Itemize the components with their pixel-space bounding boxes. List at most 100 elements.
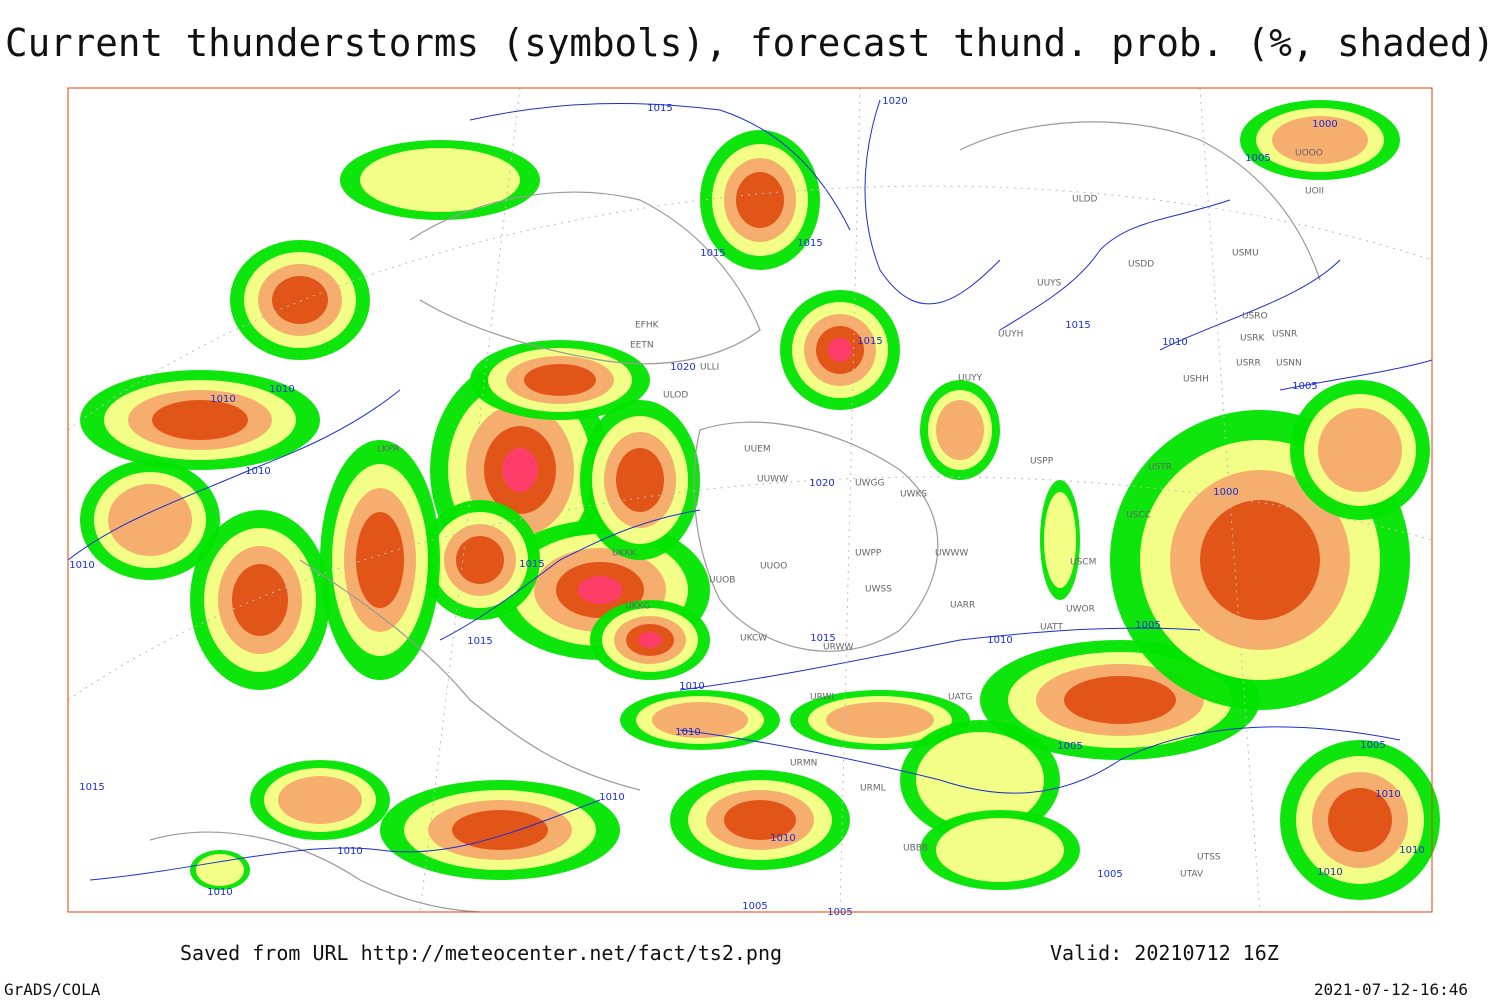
- station-label: UUYS: [1037, 279, 1062, 289]
- isobar-label: 1005: [1135, 620, 1160, 631]
- title: Current thunderstorms (symbols), forecas…: [5, 21, 1495, 65]
- station-label: EETN: [630, 341, 654, 351]
- isobar-label: 1010: [245, 466, 270, 477]
- prob-shade: [456, 536, 504, 584]
- isobar-label: 1010: [770, 833, 795, 844]
- prob-shade: [936, 818, 1064, 882]
- station-label: URWW: [823, 643, 853, 653]
- station-label: UWWW: [935, 549, 968, 559]
- station-label: EFHK: [635, 321, 660, 331]
- isobar-label: 1015: [519, 559, 544, 570]
- prob-shade: [272, 276, 328, 324]
- station-label: USPP: [1030, 457, 1054, 467]
- isobar-label: 1010: [210, 394, 235, 405]
- isobar-label: 1010: [1399, 845, 1424, 856]
- station-label: ULDD: [1072, 195, 1098, 205]
- isobar-label: 1005: [1245, 153, 1270, 164]
- station-label: UUYH: [998, 330, 1023, 340]
- station-label: UTSS: [1197, 853, 1221, 863]
- station-label: USHH: [1183, 375, 1209, 385]
- isobars: [67, 99, 1433, 881]
- prob-shade: [524, 364, 596, 396]
- map: 1015 1020 1000 1005 1015 1015 1015 1010 1015 1020…: [67, 87, 1440, 918]
- isobar-label: 1015: [810, 633, 835, 644]
- prob-shade: [278, 776, 362, 824]
- station-label: UWKS: [900, 490, 927, 500]
- prob-shade: [1064, 676, 1176, 724]
- isobar-label: 1010: [1375, 789, 1400, 800]
- prob-shade: [916, 732, 1044, 828]
- isobar-label: 1000: [1213, 487, 1238, 498]
- station-label: UWOR: [1066, 605, 1095, 615]
- isobar-label: 1020: [670, 362, 695, 373]
- station-label: UUOO: [760, 562, 787, 572]
- station-label: URML: [860, 784, 886, 794]
- map-frame: [67, 87, 1433, 913]
- station-label: USMU: [1232, 249, 1259, 259]
- prob-shade: [360, 148, 520, 212]
- station-label: UUYY: [958, 374, 983, 384]
- station-label: USRK: [1240, 334, 1266, 344]
- station-label: USCM: [1070, 558, 1096, 568]
- isobar-label: 1005: [1097, 869, 1122, 880]
- station-label: UOII: [1305, 187, 1324, 197]
- isobar-label: 1015: [647, 103, 672, 114]
- prob-shade: [936, 400, 984, 460]
- isobar-label: 1010: [337, 846, 362, 857]
- prob-shade: [452, 810, 548, 850]
- station-label: UWGG: [855, 479, 884, 489]
- station-label: UUOB: [709, 576, 735, 586]
- isobar-label: 1015: [1065, 320, 1090, 331]
- station-label: UUEM: [744, 445, 771, 455]
- station-label: UUWW: [757, 475, 788, 485]
- prob-shade: [652, 702, 748, 738]
- prob-shade: [196, 854, 244, 886]
- prob-shade: [1318, 408, 1402, 492]
- station-label: UATT: [1040, 623, 1063, 633]
- isobar-label: 1015: [700, 248, 725, 259]
- isobar-label: 1010: [269, 384, 294, 395]
- prob-shade: [1044, 492, 1076, 588]
- outside-projection: [68, 88, 460, 390]
- isobar-label: 1010: [207, 887, 232, 898]
- prob-shade: [616, 448, 664, 512]
- source-url: Saved from URL http://meteocenter.net/fa…: [180, 941, 782, 965]
- isobar-label: 1020: [882, 96, 907, 107]
- prob-shade: [724, 800, 796, 840]
- isobar-label: 1015: [467, 636, 492, 647]
- station-label: ULLI: [700, 363, 719, 373]
- station-label: USRO: [1242, 312, 1268, 322]
- graticule: [67, 87, 1433, 913]
- valid-time: Valid: 20210712 16Z: [1050, 941, 1279, 965]
- station-label: UKCW: [740, 634, 767, 644]
- prob-shade: [578, 576, 622, 604]
- prob-shade: [1272, 116, 1368, 164]
- isobar-label: 1005: [1360, 740, 1385, 751]
- station-label: UOOO: [1295, 149, 1323, 159]
- isobar-label: 1010: [1162, 337, 1187, 348]
- timestamp: 2021-07-12-16:46: [1314, 980, 1468, 999]
- station-label: UWSS: [865, 585, 892, 595]
- shading: [80, 100, 1440, 900]
- isobar-label: 1005: [1057, 741, 1082, 752]
- prob-shade: [736, 172, 784, 228]
- prob-shade: [502, 448, 538, 492]
- station-label: USDD: [1128, 260, 1154, 270]
- station-label: USCC: [1126, 511, 1151, 521]
- prob-shade: [1328, 788, 1392, 852]
- prob-shade: [108, 484, 192, 556]
- prob-shade: [356, 512, 404, 608]
- isobar-label: 1015: [857, 336, 882, 347]
- isobar-label: 1010: [1317, 867, 1342, 878]
- station-label: UKKG: [625, 602, 650, 612]
- station-label: UBBB: [903, 844, 928, 854]
- prob-shade: [638, 632, 662, 648]
- station-label: USRR: [1236, 359, 1261, 369]
- station-label: USNN: [1276, 359, 1302, 369]
- isobar-label: 1015: [79, 782, 104, 793]
- prob-shade: [1200, 500, 1320, 620]
- station-label: URMN: [790, 759, 817, 769]
- station-label: URWI: [810, 693, 834, 703]
- prob-shade: [826, 702, 934, 738]
